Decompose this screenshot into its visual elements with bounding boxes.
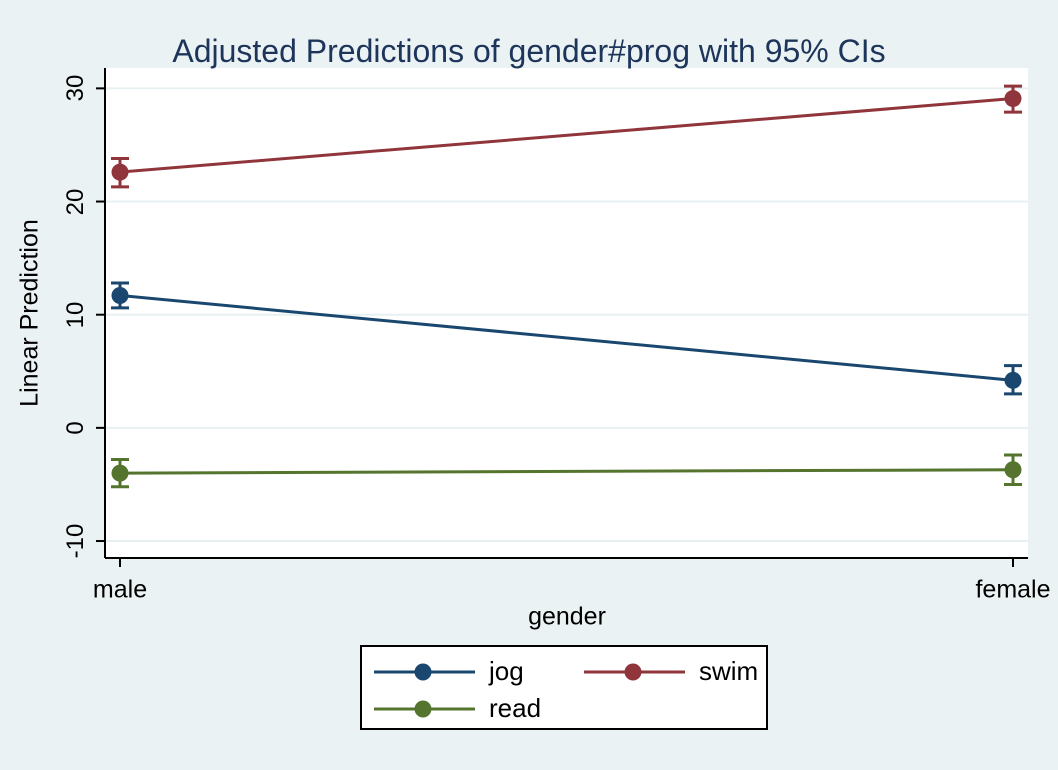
- legend: jog swim read: [360, 645, 768, 730]
- read-marker-female: [1004, 461, 1022, 479]
- read-marker-male: [111, 464, 129, 482]
- swim-line: [119, 97, 1014, 174]
- x-tick-label-male: male: [92, 575, 148, 604]
- y-tick-label: 30: [62, 75, 89, 102]
- series-jog: [111, 281, 1022, 396]
- y-tick-label: -10: [62, 523, 89, 559]
- x-tick-label-female: female: [975, 575, 1051, 604]
- jog-marker-female: [1004, 371, 1022, 389]
- y-tick-label: 0: [62, 421, 89, 435]
- swim-marker-male: [111, 163, 129, 181]
- legend-label-read: read: [489, 693, 542, 723]
- y-tick-label: 10: [62, 301, 89, 329]
- legend-entry-swim: swim: [584, 656, 766, 687]
- read-line-marker-icon: [374, 700, 475, 717]
- legend-entry-read: read: [374, 693, 584, 724]
- legend-label-swim: swim: [699, 656, 759, 686]
- y-tick-label: 20: [62, 188, 89, 215]
- swim-marker-female: [1004, 90, 1022, 108]
- plot-area: [105, 68, 1028, 558]
- x-axis-title: gender: [528, 602, 606, 631]
- swim-line-marker-icon: [584, 663, 685, 680]
- series-swim: [111, 84, 1022, 189]
- chart-title: Adjusted Predictions of gender#prog with…: [172, 33, 886, 69]
- jog-line-marker-icon: [374, 663, 475, 680]
- legend-label-jog: jog: [489, 656, 524, 686]
- read-line: [119, 468, 1014, 475]
- series-read: [111, 453, 1022, 489]
- jog-marker-male: [111, 286, 129, 304]
- legend-entry-jog: jog: [374, 656, 584, 687]
- y-axis-title: Linear Prediction: [15, 219, 44, 407]
- jog-line: [119, 293, 1014, 382]
